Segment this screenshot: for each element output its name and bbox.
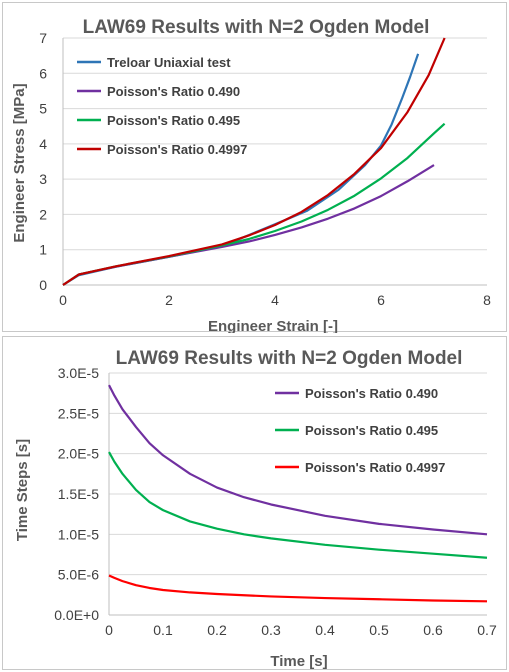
series-line-3 (62, 37, 446, 286)
y-tick-label: 2.5E-5 (58, 405, 99, 421)
x-tick-label: 0.4 (315, 622, 335, 638)
legend-label: Poisson's Ratio 0.495 (107, 113, 240, 128)
series-line-2 (108, 574, 488, 603)
y-tick-label: 7 (39, 30, 47, 46)
time-step-chart-panel: 0.0E+0 5.0E-6 1.0E-5 1.5E-5 2.0E-5 2.5E-5 3.0E… (2, 336, 507, 670)
x-tick-label: 2 (165, 292, 173, 308)
stress-strain-chart: 0 1 2 3 4 5 6 7 0 2 4 6 8 LAW69 Results with N=2 Ogde… (11, 17, 491, 333)
stress-strain-chart-panel: 0 1 2 3 4 5 6 7 0 2 4 6 8 LAW69 Results with N=2 Ogde… (2, 2, 507, 333)
x-tick-label: 0.6 (423, 622, 443, 638)
y-axis-label: Engineer Stress [MPa] (11, 83, 28, 242)
y-tick-label: 2 (39, 206, 47, 222)
y-tick-label: 0.0E+0 (54, 607, 99, 623)
y-tick-label: 2.0E-5 (58, 446, 99, 462)
series-line-1 (108, 451, 488, 559)
legend-label: Poisson's Ratio 0.490 (107, 84, 240, 99)
legend-label: Poisson's Ratio 0.495 (305, 423, 438, 438)
y-tick-label: 6 (39, 65, 47, 81)
legend-label: Poisson's Ratio 0.4997 (107, 142, 247, 157)
x-axis-label: Time [s] (270, 653, 327, 670)
y-tick-label: 1 (39, 242, 47, 258)
legend-label: Treloar Uniaxial test (107, 55, 231, 70)
x-tick-label: 0.7 (477, 622, 497, 638)
x-tick-label: 0.3 (261, 622, 281, 638)
x-tick-label: 0.2 (207, 622, 227, 638)
x-tick-label: 6 (377, 292, 385, 308)
x-tick-label: 0 (105, 622, 113, 638)
series-line-1 (62, 164, 435, 286)
chart-title: LAW69 Results with N=2 Ogden Model (116, 348, 463, 369)
legend-label: Poisson's Ratio 0.490 (305, 386, 438, 401)
x-tick-label: 4 (271, 292, 279, 308)
x-tick-label: 0.5 (369, 622, 389, 638)
y-axis-label: Time Steps [s] (14, 439, 31, 541)
chart-title: LAW69 Results with N=2 Ogden Model (83, 17, 430, 38)
legend-label: Poisson's Ratio 0.4997 (305, 460, 445, 475)
y-tick-label: 1.0E-5 (58, 526, 99, 542)
x-tick-label: 8 (483, 292, 491, 308)
time-step-chart: 0.0E+0 5.0E-6 1.0E-5 1.5E-5 2.0E-5 2.5E-5 3.0E… (14, 348, 497, 670)
y-tick-label: 0 (39, 277, 47, 293)
y-tick-label: 5 (39, 101, 47, 117)
y-tick-label: 4 (39, 136, 47, 152)
x-tick-label: 0 (59, 292, 67, 308)
y-tick-label: 1.5E-5 (58, 486, 99, 502)
series-line-0 (108, 384, 488, 536)
y-tick-label: 3 (39, 171, 47, 187)
y-tick-label: 5.0E-6 (58, 567, 99, 583)
x-tick-label: 0.1 (153, 622, 173, 638)
x-axis-label: Engineer Strain [-] (208, 318, 338, 333)
y-tick-label: 3.0E-5 (58, 365, 99, 381)
